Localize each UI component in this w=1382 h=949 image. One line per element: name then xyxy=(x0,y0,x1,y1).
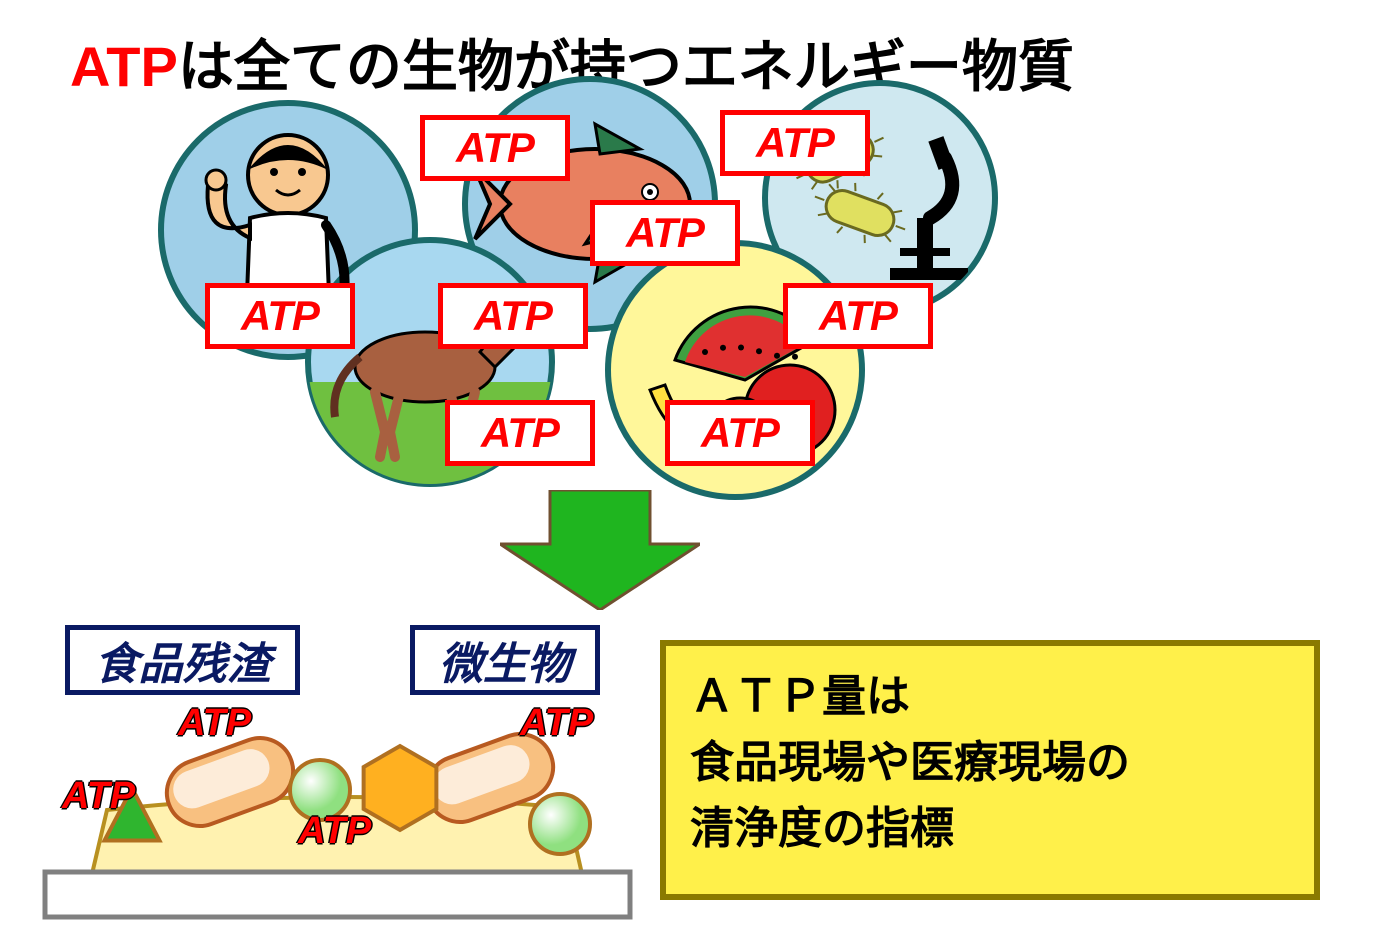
atp-box-7: ATP xyxy=(665,400,815,466)
title-prefix: ATP xyxy=(70,35,178,98)
down-arrow-icon xyxy=(500,490,700,610)
atp-small-0: ATP xyxy=(62,775,135,818)
atp-box-3: ATP xyxy=(590,200,740,266)
atp-small-1: ATP xyxy=(178,702,251,745)
info-line-2: 食品現場や医療現場の xyxy=(690,730,1290,796)
info-line-1: ＡＴＰ量は xyxy=(690,664,1290,730)
atp-box-2: ATP xyxy=(438,283,588,349)
atp-box-1: ATP xyxy=(420,115,570,181)
info-box: ＡＴＰ量は 食品現場や医療現場の 清浄度の指標 xyxy=(660,640,1320,900)
atp-box-6: ATP xyxy=(783,283,933,349)
label-1: 微生物 xyxy=(410,625,600,695)
atp-box-0: ATP xyxy=(205,283,355,349)
info-line-3: 清浄度の指標 xyxy=(690,796,1290,862)
atp-small-3: ATP xyxy=(520,702,593,745)
label-0: 食品残渣 xyxy=(65,625,300,695)
atp-box-4: ATP xyxy=(445,400,595,466)
atp-box-5: ATP xyxy=(720,110,870,176)
atp-small-2: ATP xyxy=(298,810,371,853)
